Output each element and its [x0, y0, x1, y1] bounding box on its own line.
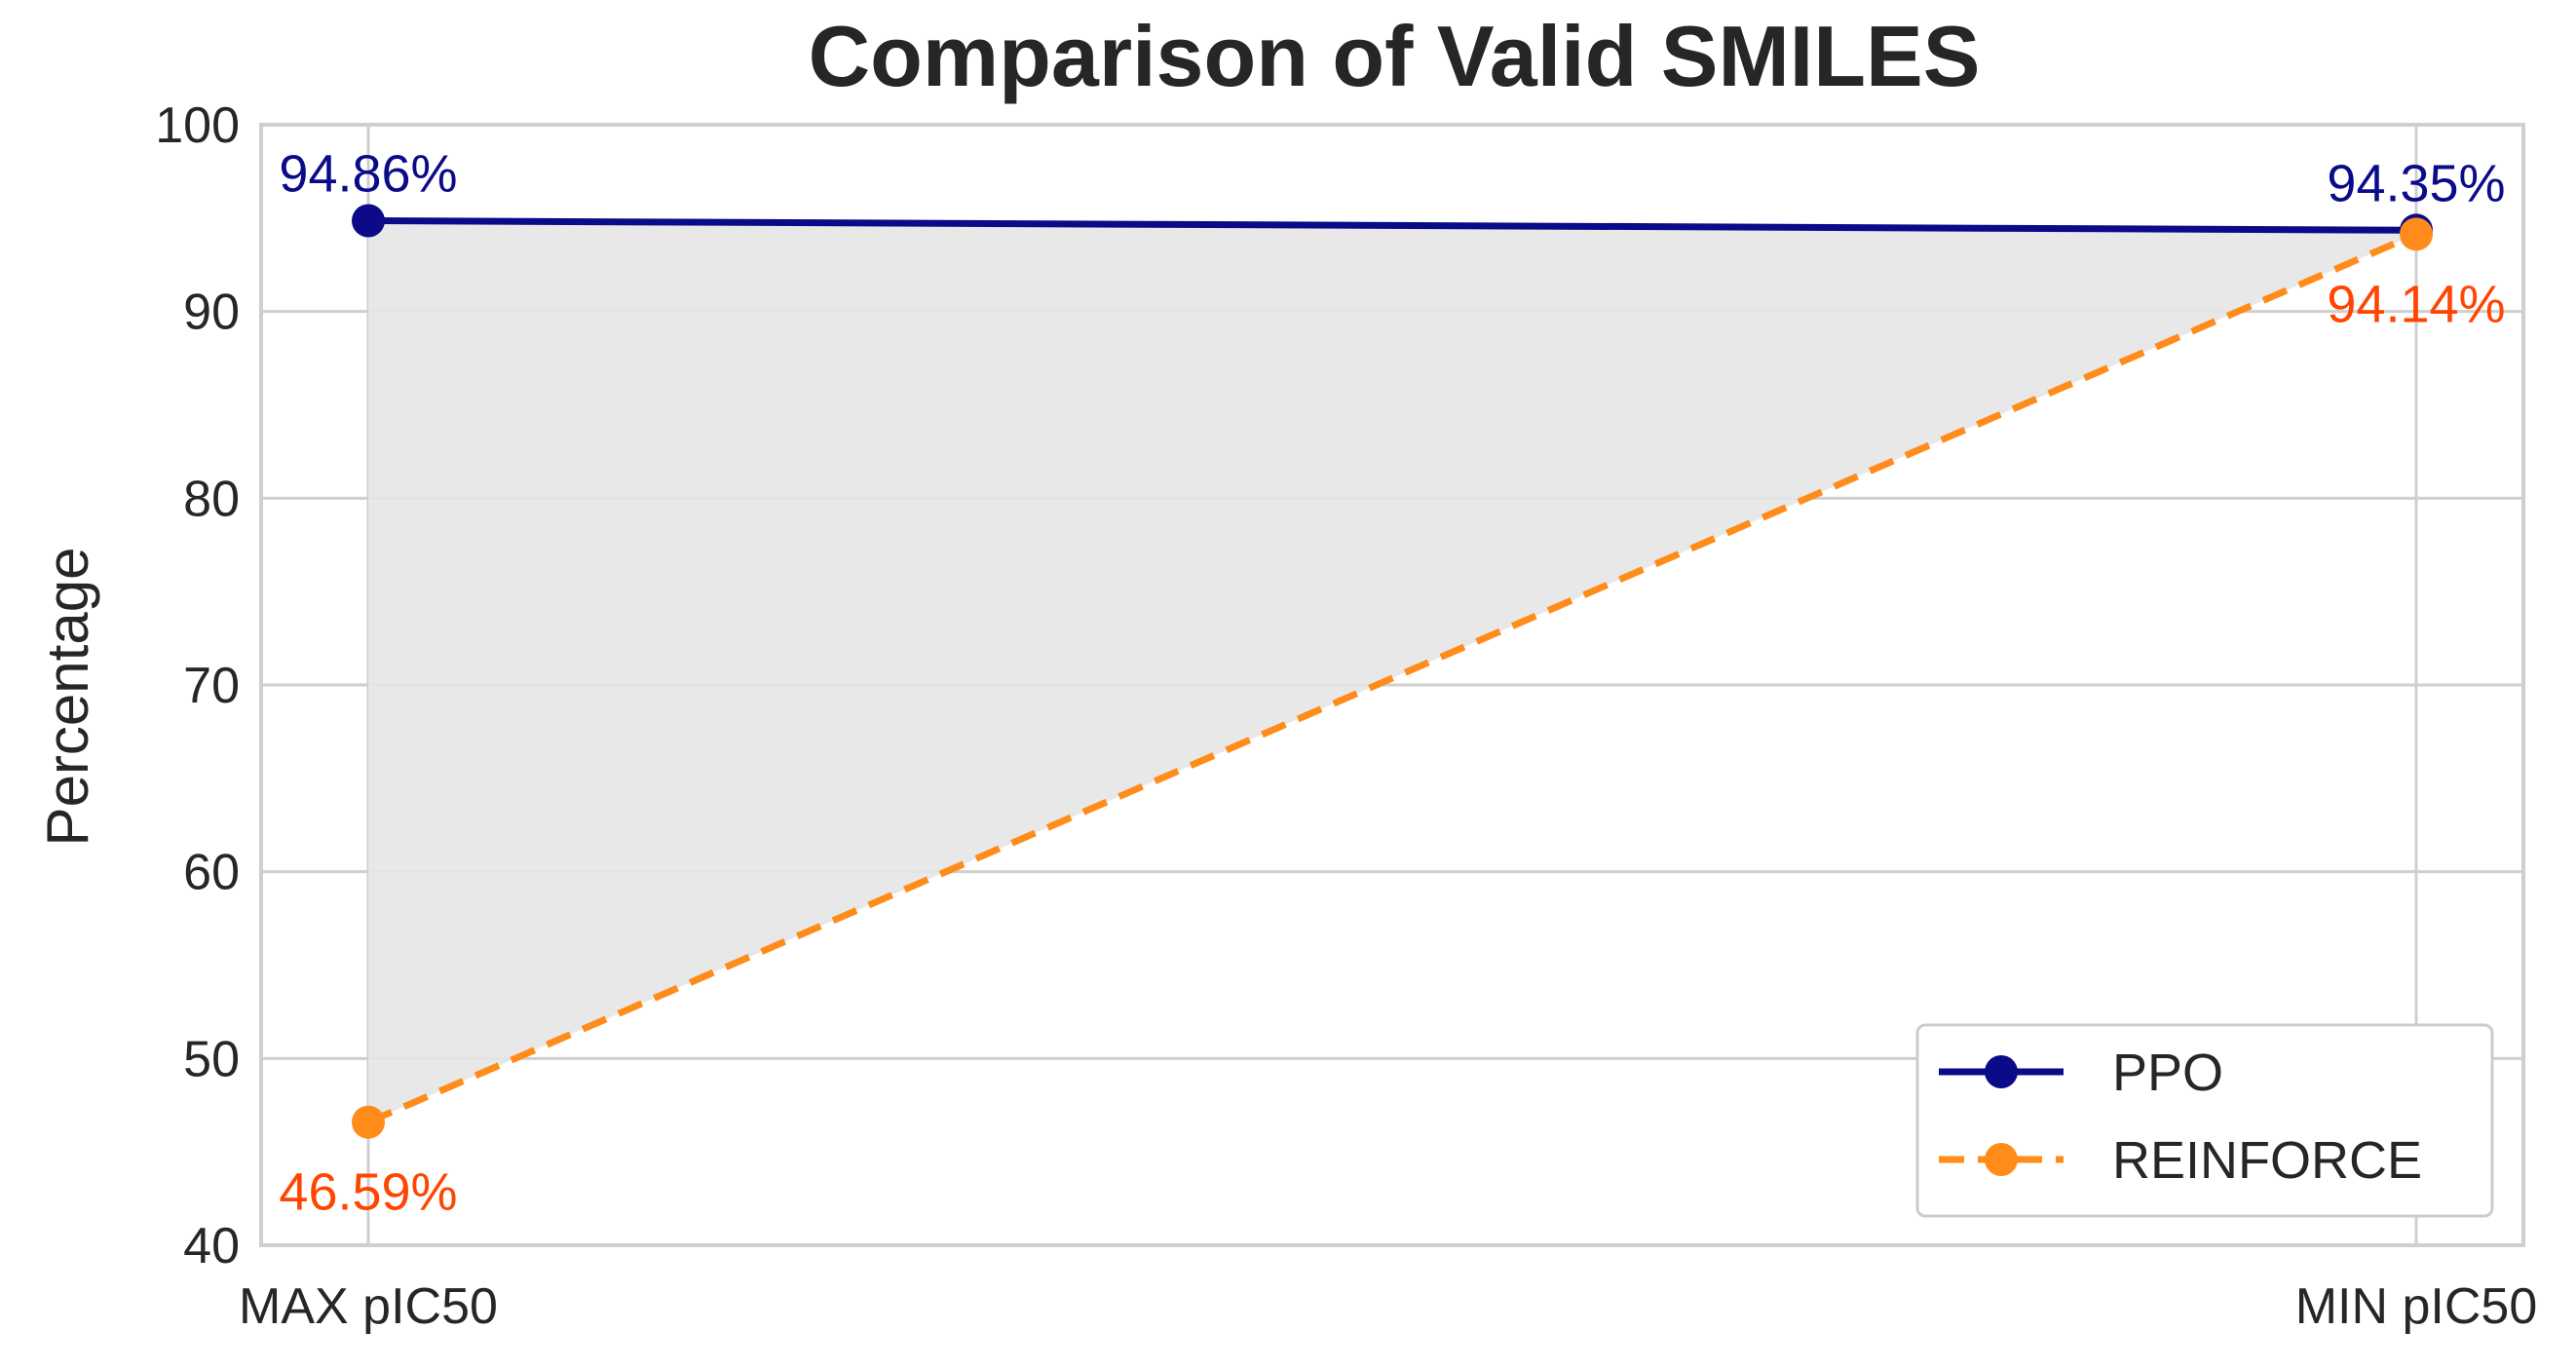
legend: PPO REINFORCE: [1915, 1023, 2494, 1218]
x-tick-label-0: MAX pIC50: [239, 1278, 498, 1335]
x-tick-label-1: MIN pIC50: [2295, 1278, 2538, 1335]
data-point-reinforce-1: [2400, 217, 2433, 251]
y-axis-label: Percentage: [35, 548, 100, 847]
data-point-ppo-0: [352, 204, 385, 238]
legend-label-reinforce: REINFORCE: [2112, 1131, 2422, 1190]
series-line-ppo: [367, 217, 2417, 234]
y-tick-label-40: 40: [183, 1218, 240, 1274]
y-tick-label-90: 90: [183, 285, 240, 341]
legend-marker-reinforce: [1985, 1143, 2018, 1176]
y-tick-label-70: 70: [183, 658, 240, 714]
data-labels-layer: 94.86% 94.35% 46.59% 94.14%: [279, 145, 2505, 1222]
data-point-reinforce-0: [352, 1105, 385, 1139]
ticks-layer: 40 50 60 70 80 90 100 MAX pIC50 MIN pIC50: [155, 97, 2537, 1335]
y-tick-label-50: 50: [183, 1031, 240, 1087]
y-tick-label-60: 60: [183, 845, 240, 901]
series-layer: [352, 204, 2433, 1139]
data-label-ppo-0: 94.86%: [279, 145, 457, 204]
y-tick-label-100: 100: [155, 97, 240, 154]
series-line-reinforce: [366, 231, 2418, 1125]
legend-marker-ppo: [1985, 1055, 2018, 1088]
legend-label-ppo: PPO: [2112, 1044, 2223, 1102]
chart-title: Comparison of Valid SMILES: [809, 8, 1981, 104]
data-label-reinforce-1: 94.14%: [2327, 275, 2505, 333]
data-label-ppo-1: 94.35%: [2327, 154, 2505, 212]
data-label-reinforce-0: 46.59%: [279, 1163, 457, 1222]
plot-frame: [259, 123, 2525, 1247]
y-tick-label-80: 80: [183, 471, 240, 527]
